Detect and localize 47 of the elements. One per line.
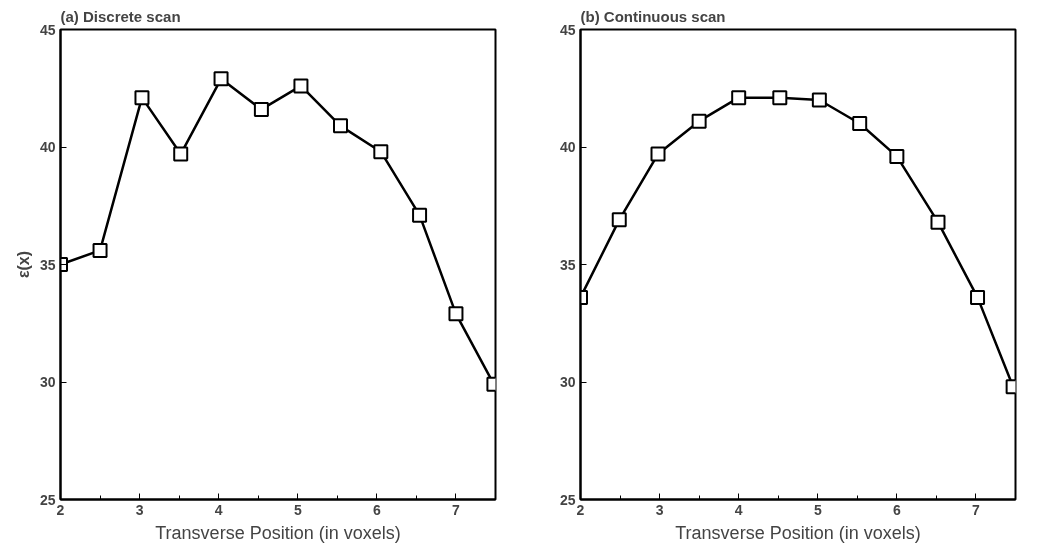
point (650, 146, 666, 162)
y-axis-title: ε(x) (14, 250, 32, 279)
y-tick-label: 45 (39, 21, 56, 38)
point (611, 212, 627, 228)
x-tick-label: 3 (135, 501, 144, 518)
point (134, 90, 150, 106)
point (412, 207, 428, 223)
x-axis-title: Transverse Position (in voxels) (675, 522, 921, 543)
point (731, 90, 747, 106)
x-axis-title: Transverse Position (in voxels) (155, 522, 401, 543)
chart-title: (a) Discrete scan (60, 7, 181, 25)
y-tick-label: 30 (559, 374, 576, 390)
y-tick-label: 35 (39, 256, 56, 273)
point (970, 289, 986, 305)
point (811, 92, 827, 108)
point (92, 242, 108, 258)
y-tick-label: 25 (559, 491, 576, 508)
y-tick-label: 35 (559, 256, 576, 273)
y-tick-label: 40 (559, 139, 576, 155)
point (173, 146, 189, 162)
point (448, 306, 464, 322)
y-tick-label: 25 (39, 491, 56, 508)
x-tick-label: 6 (372, 501, 381, 518)
y-tick-label: 40 (39, 139, 56, 155)
point (691, 113, 707, 129)
point (332, 118, 348, 134)
y-tick-label: 45 (559, 21, 576, 38)
x-tick-label: 6 (892, 501, 901, 518)
x-tick-label: 7 (452, 501, 461, 518)
x-tick-label: 4 (734, 501, 743, 518)
point (253, 101, 269, 117)
x-tick-label: 5 (813, 501, 822, 518)
point (373, 144, 389, 160)
x-tick-label: 7 (972, 501, 981, 518)
x-tick-label: 2 (576, 501, 585, 518)
point (930, 214, 946, 230)
point (293, 78, 309, 94)
y-tick-label: 30 (39, 374, 56, 390)
x-tick-label: 2 (56, 501, 65, 518)
point (772, 90, 788, 106)
x-tick-label: 5 (293, 501, 302, 518)
point (889, 148, 905, 164)
x-tick-label: 4 (214, 501, 223, 518)
chart-title: (b) Continuous scan (580, 7, 726, 25)
point (852, 116, 868, 131)
x-tick-label: 3 (655, 501, 664, 518)
point (213, 71, 229, 87)
